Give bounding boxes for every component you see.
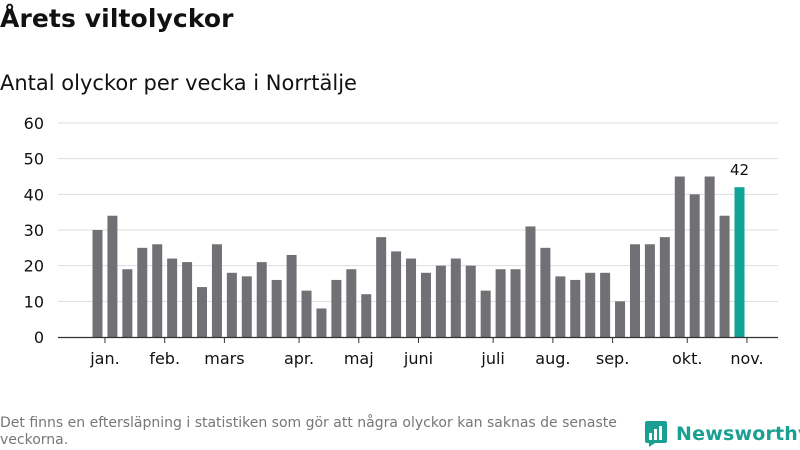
bar [495,269,506,337]
y-tick-label: 40 [24,185,44,204]
x-tick-label: jan. [89,349,119,368]
bar [122,269,133,337]
bar [391,251,402,337]
bar [689,194,700,337]
y-tick-label: 10 [24,292,44,311]
bar [406,258,417,337]
x-tick-label: okt. [672,349,702,368]
bar [540,247,551,337]
bar [271,279,282,337]
bar [211,244,222,337]
y-tick-label: 30 [24,221,44,240]
brand-name: Newsworthy [676,423,800,445]
bar [197,287,208,337]
bar [167,258,178,337]
bar [376,237,387,337]
data-label: 42 [730,161,749,179]
bar [719,215,730,337]
x-tick-label: mars [204,349,244,368]
bar [331,279,342,337]
y-tick-label: 50 [24,150,44,169]
bar [525,226,536,337]
chart-title: Årets viltolyckor [0,4,234,33]
bar [226,272,237,337]
x-tick-label: feb. [149,349,180,368]
bar [615,301,626,337]
bar [510,269,521,337]
bar [600,272,611,337]
bar [704,176,715,337]
chart-subtitle: Antal olyckor per vecka i Norrtälje [0,71,357,95]
bar [152,244,163,337]
bar [286,254,297,337]
y-tick-label: 20 [24,257,44,276]
bar [420,272,431,337]
x-tick-label: juni [403,349,433,368]
x-tick-label: juli [480,349,504,368]
bar [137,247,148,337]
bar [316,308,327,337]
x-tick-label: aug. [535,349,570,368]
bar [256,262,267,337]
bar [182,262,193,337]
bar [465,265,476,337]
bar [644,244,655,337]
y-tick-label: 0 [34,328,44,347]
y-tick-label: 60 [24,114,44,133]
bar [435,265,446,337]
bar [480,290,491,337]
bar [92,230,103,337]
bar [241,276,252,337]
bar [629,244,640,337]
x-tick-label: maj [344,349,374,368]
x-tick-label: sep. [596,349,629,368]
footnote: Det finns en eftersläpning i statistiken… [0,415,617,448]
newsworthy-logo-icon [645,421,667,447]
bar [361,294,372,337]
bar [734,187,745,337]
bar [674,176,685,337]
x-tick-label: nov. [730,349,763,368]
bar [585,272,596,337]
bar-chart: 0 10 20 30 40 50 60 42 jan. feb. mars apr. maj juni ju… [24,114,778,368]
brand-logo: Newsworthy [644,419,800,449]
bar [555,276,566,337]
x-tick-label: apr. [284,349,314,368]
bar [659,237,670,337]
bar [301,290,312,337]
bar [450,258,461,337]
bar [570,279,581,337]
bar [107,215,118,337]
bar [346,269,357,337]
